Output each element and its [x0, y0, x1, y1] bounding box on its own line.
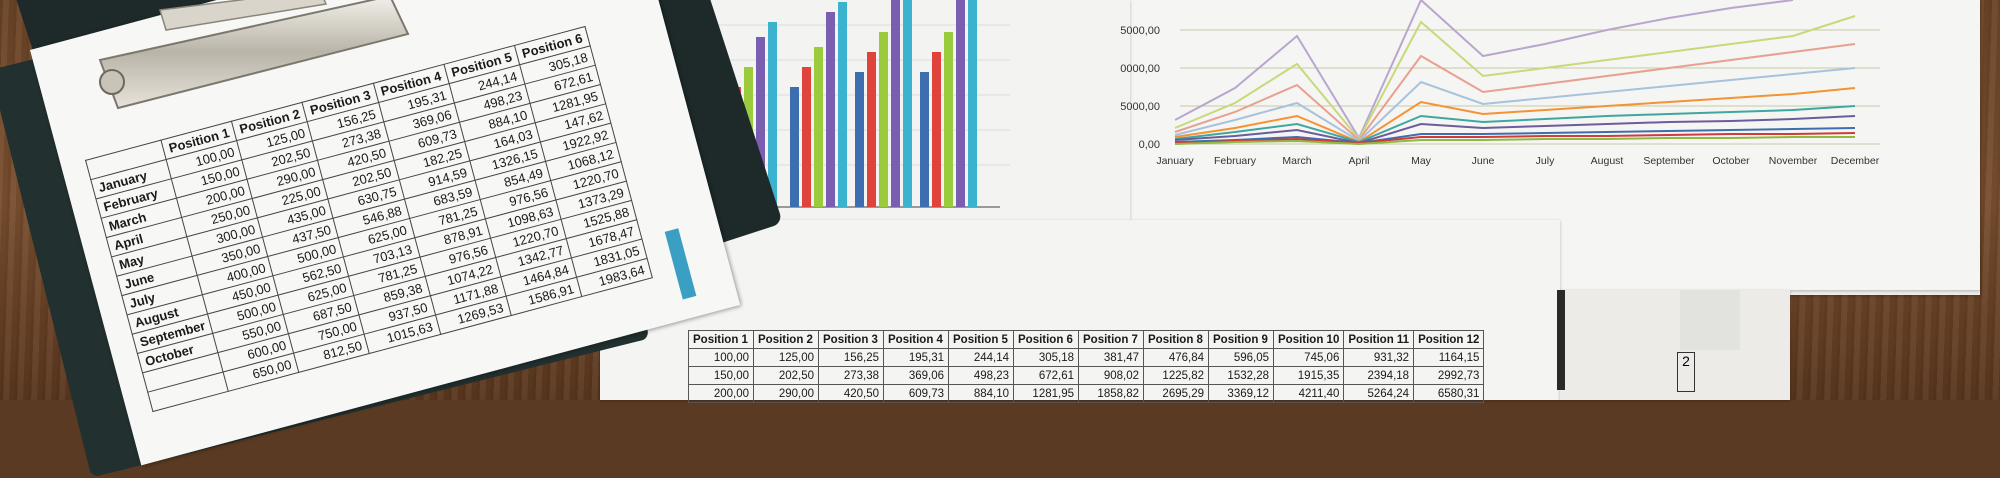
- table-header: Position 8: [1143, 330, 1209, 349]
- series-line: [1174, 15, 1856, 141]
- x-tick: September: [1643, 155, 1695, 167]
- series-line: [1174, 127, 1856, 145]
- table-cell: 2394,18: [1343, 366, 1415, 385]
- x-tick: July: [1536, 155, 1555, 167]
- series-line: [1174, 105, 1856, 144]
- table-cell: 672,61: [1013, 366, 1079, 385]
- table-cell: 369,06: [883, 366, 949, 385]
- lower-right-sheet: 2: [1560, 290, 1790, 400]
- table-cell: 244,14: [948, 348, 1014, 367]
- x-tick: August: [1591, 155, 1624, 167]
- line-chart: 0,00 5000,00 10000,00 15000,00 January F…: [1120, 0, 1880, 167]
- x-tick: June: [1472, 155, 1495, 167]
- series-line: [1174, 132, 1856, 145]
- table-cell: 745,06: [1272, 348, 1345, 367]
- table-row: 150,00 202,50 273,38 369,06 498,23 672,6…: [688, 366, 1485, 385]
- table-header: Position 12: [1413, 330, 1485, 349]
- table-cell: 6580,31: [1413, 384, 1485, 403]
- bar-mark: [867, 52, 876, 207]
- y-tick: 5000,00: [1120, 101, 1160, 113]
- bar-mark: [802, 67, 811, 207]
- clipboard: Position 1 Position 2 Position 3 Position 4…: [0, 0, 783, 478]
- bar-mark: [855, 72, 864, 207]
- table-row: 100,00 125,00 156,25 195,31 244,14 305,1…: [688, 348, 1485, 367]
- table-cell: 931,32: [1343, 348, 1415, 367]
- series-line: [1174, 87, 1856, 144]
- table-cell: 1915,35: [1272, 366, 1345, 385]
- table-header: Position 4: [883, 330, 949, 349]
- table-cell: 5264,24: [1343, 384, 1415, 403]
- table-cell: 195,31: [883, 348, 949, 367]
- table-cell: 202,50: [753, 366, 819, 385]
- series-line: [1174, 136, 1855, 146]
- paper-tab: [1680, 290, 1740, 350]
- table-cell: 381,47: [1078, 348, 1144, 367]
- binder-spine: [1557, 290, 1565, 390]
- x-tick: January: [1156, 155, 1194, 167]
- x-tick: October: [1712, 155, 1750, 167]
- bottom-data-table: Position 1 Position 2 Position 3 Positio…: [688, 330, 1485, 403]
- y-tick: 15000,00: [1120, 25, 1160, 37]
- bar-mark: [956, 0, 965, 207]
- small-bar: [664, 228, 697, 300]
- table-cell: 1164,15: [1413, 348, 1485, 367]
- table-header: Position 1: [688, 330, 754, 349]
- x-tick: April: [1348, 155, 1369, 167]
- table-cell: 498,23: [948, 366, 1014, 385]
- table-cell: 2992,73: [1413, 366, 1485, 385]
- table-header: Position 7: [1078, 330, 1144, 349]
- table-header: Position 2: [753, 330, 819, 349]
- table-header: Position 6: [1013, 330, 1079, 349]
- table-cell: 305,18: [1013, 348, 1079, 367]
- bar-mark: [756, 37, 765, 207]
- table-cell: 609,73: [883, 384, 949, 403]
- bar-mark: [879, 32, 888, 207]
- bar-mark: [768, 22, 777, 207]
- table-cell: 884,10: [948, 384, 1014, 403]
- bar-mark: [920, 72, 929, 207]
- series-line: [1174, 115, 1856, 145]
- table-header: Position 5: [948, 330, 1014, 349]
- series-line: [1174, 43, 1856, 142]
- x-tick: March: [1282, 155, 1311, 167]
- bar-mark: [932, 52, 941, 207]
- table-cell: 1225,82: [1143, 366, 1209, 385]
- table-cell: 476,84: [1143, 348, 1209, 367]
- bar-mark: [891, 0, 900, 207]
- table-cell: 156,25: [818, 348, 884, 367]
- bar-mark: [944, 32, 953, 207]
- bar-mark: [814, 47, 823, 207]
- series-line: [1174, 67, 1856, 143]
- table-cell: 273,38: [818, 366, 884, 385]
- side-number: 2: [1677, 352, 1695, 392]
- bar-mark: [838, 2, 847, 207]
- table-cell: 908,02: [1078, 366, 1144, 385]
- bar-mark: [903, 0, 912, 207]
- table-cell: 596,05: [1208, 348, 1274, 367]
- table-cell: 1532,28: [1208, 366, 1274, 385]
- table-header: Position 3: [818, 330, 884, 349]
- y-tick: 0,00: [1139, 139, 1160, 151]
- bar-mark: [826, 12, 835, 207]
- clipboard-clip: [98, 0, 410, 110]
- table-header-row: Position 1 Position 2 Position 3 Positio…: [688, 330, 1485, 349]
- table-cell: 420,50: [818, 384, 884, 403]
- x-tick: December: [1831, 155, 1880, 167]
- bar-mark: [968, 0, 977, 207]
- table-cell: 125,00: [753, 348, 819, 367]
- x-tick: November: [1769, 155, 1818, 167]
- bar-mark: [790, 87, 799, 207]
- y-tick: 10000,00: [1120, 63, 1160, 75]
- table-header: Position 11: [1343, 330, 1415, 349]
- x-tick: February: [1214, 155, 1257, 167]
- table-header: Position 9: [1208, 330, 1274, 349]
- line-chart-gridlines: [1180, 29, 1880, 145]
- x-tick: May: [1411, 155, 1432, 167]
- series-line: [1174, 0, 1794, 141]
- table-header: Position 10: [1272, 330, 1345, 349]
